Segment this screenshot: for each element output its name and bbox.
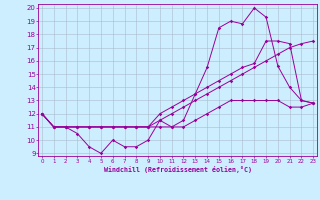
X-axis label: Windchill (Refroidissement éolien,°C): Windchill (Refroidissement éolien,°C) <box>104 166 252 173</box>
